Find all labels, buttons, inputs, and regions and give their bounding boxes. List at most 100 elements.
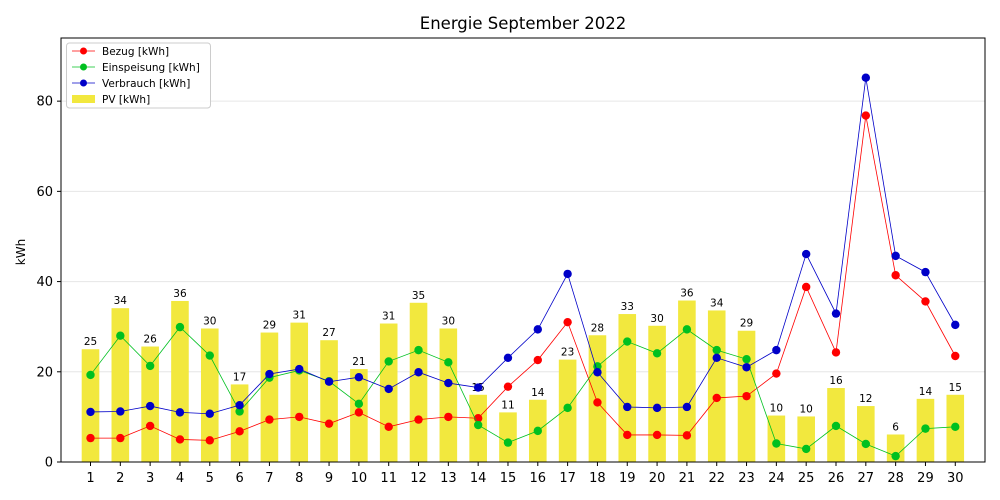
series-point [951, 320, 960, 330]
legend-label: Bezug [kWh] [102, 46, 169, 58]
x-tick-label: 20 [649, 471, 666, 486]
pv-bar [230, 384, 249, 462]
pv-bar [320, 340, 338, 462]
series-point [921, 297, 930, 306]
series-point [682, 325, 692, 334]
series-point [354, 399, 364, 409]
series-point [205, 351, 214, 360]
x-axis-ticks: 1 2 3 4 5 6 7 8 9 10 11 12 13 14 15 16 17 18 19 20 21 22 23 24 2… [86, 462, 964, 486]
x-tick-label: 23 [738, 471, 755, 486]
pv-bar-label: 31 [382, 311, 395, 323]
series-point [563, 317, 572, 327]
series-point [86, 370, 95, 380]
pv-bar-label: 16 [829, 375, 843, 387]
series-point [473, 383, 483, 392]
series-point [145, 401, 155, 411]
y-tick-label: 20 [36, 365, 53, 380]
pv-bar-label: 14 [531, 387, 545, 399]
series-point [533, 325, 542, 334]
series-line [90, 77, 956, 415]
x-tick-label: 15 [500, 471, 517, 486]
series-line [90, 326, 956, 457]
x-tick-label: 24 [768, 471, 785, 486]
pv-bar [409, 302, 428, 462]
pv-bar-label: 10 [799, 403, 812, 415]
pv-bar-label: 36 [173, 288, 187, 300]
x-tick-label: 19 [619, 471, 636, 486]
series-point [116, 331, 125, 340]
series-point [593, 398, 602, 407]
series-point [384, 357, 393, 366]
series-point [682, 431, 692, 440]
series-point [324, 419, 334, 428]
pv-bar-label: 33 [621, 301, 634, 313]
series-point [503, 382, 513, 391]
series-point [772, 439, 781, 448]
y-tick-label: 40 [36, 275, 53, 290]
series-point [145, 421, 155, 431]
pv-bar-label: 6 [892, 421, 899, 433]
series-point [831, 348, 841, 357]
x-tick-label: 13 [440, 471, 457, 486]
pv-bar-label: 14 [919, 386, 933, 398]
pv-bar [767, 415, 786, 462]
series-point [473, 420, 483, 430]
x-tick-label: 8 [295, 471, 303, 486]
series-point [265, 415, 274, 424]
series-point [175, 322, 185, 332]
y-tick-label: 0 [45, 456, 53, 471]
series-point [801, 444, 811, 454]
x-tick-label: 12 [410, 471, 427, 486]
series-point [384, 422, 393, 432]
x-tick-label: 5 [206, 471, 214, 486]
series-point [891, 251, 900, 261]
x-tick-label: 22 [708, 471, 725, 486]
series-point [384, 384, 393, 394]
y-tick-label: 60 [36, 185, 53, 200]
legend-box [66, 42, 211, 109]
series-point [235, 400, 244, 410]
series-point [831, 421, 841, 431]
pv-bar [886, 434, 905, 462]
series-point [295, 364, 304, 374]
x-tick-label: 28 [887, 471, 904, 486]
series-point [414, 368, 423, 377]
series-point [265, 369, 274, 379]
pv-bar-label: 29 [740, 318, 753, 330]
pv-bar-label: 26 [143, 334, 157, 346]
series-point [414, 415, 423, 424]
series-point [772, 345, 781, 355]
series-point [533, 355, 542, 365]
x-tick-label: 3 [146, 471, 154, 486]
y-axis-ticks: 0 20 40 60 80 [36, 95, 61, 471]
x-tick-label: 9 [325, 471, 333, 486]
series-point [354, 373, 364, 382]
pv-bar [678, 300, 696, 462]
series-point [742, 391, 751, 401]
pv-bar-label: 17 [233, 371, 246, 383]
series-point [444, 412, 453, 422]
pv-bar-label: 30 [650, 313, 663, 325]
series-point [891, 451, 900, 461]
series-point [205, 436, 214, 445]
series-point [175, 408, 185, 417]
series-point [145, 361, 155, 371]
pv-bar-label: 35 [412, 290, 425, 302]
series-point [116, 407, 125, 416]
pv-bar-label: 30 [442, 315, 455, 327]
legend-marker-swatch [80, 63, 87, 71]
series-point [921, 424, 930, 433]
series-point [295, 412, 304, 422]
pv-bar [290, 322, 309, 462]
series-point [861, 111, 871, 120]
legend-label: PV [kWh] [102, 94, 150, 106]
pv-bar-label: 34 [710, 297, 724, 309]
series-point [742, 354, 751, 364]
pv-bar [111, 308, 130, 462]
pv-bar [618, 314, 637, 462]
pv-bar-label: 15 [949, 382, 962, 394]
pv-bar [797, 416, 815, 462]
series-point [503, 353, 513, 363]
series-point [891, 271, 900, 280]
series-point [563, 403, 572, 413]
